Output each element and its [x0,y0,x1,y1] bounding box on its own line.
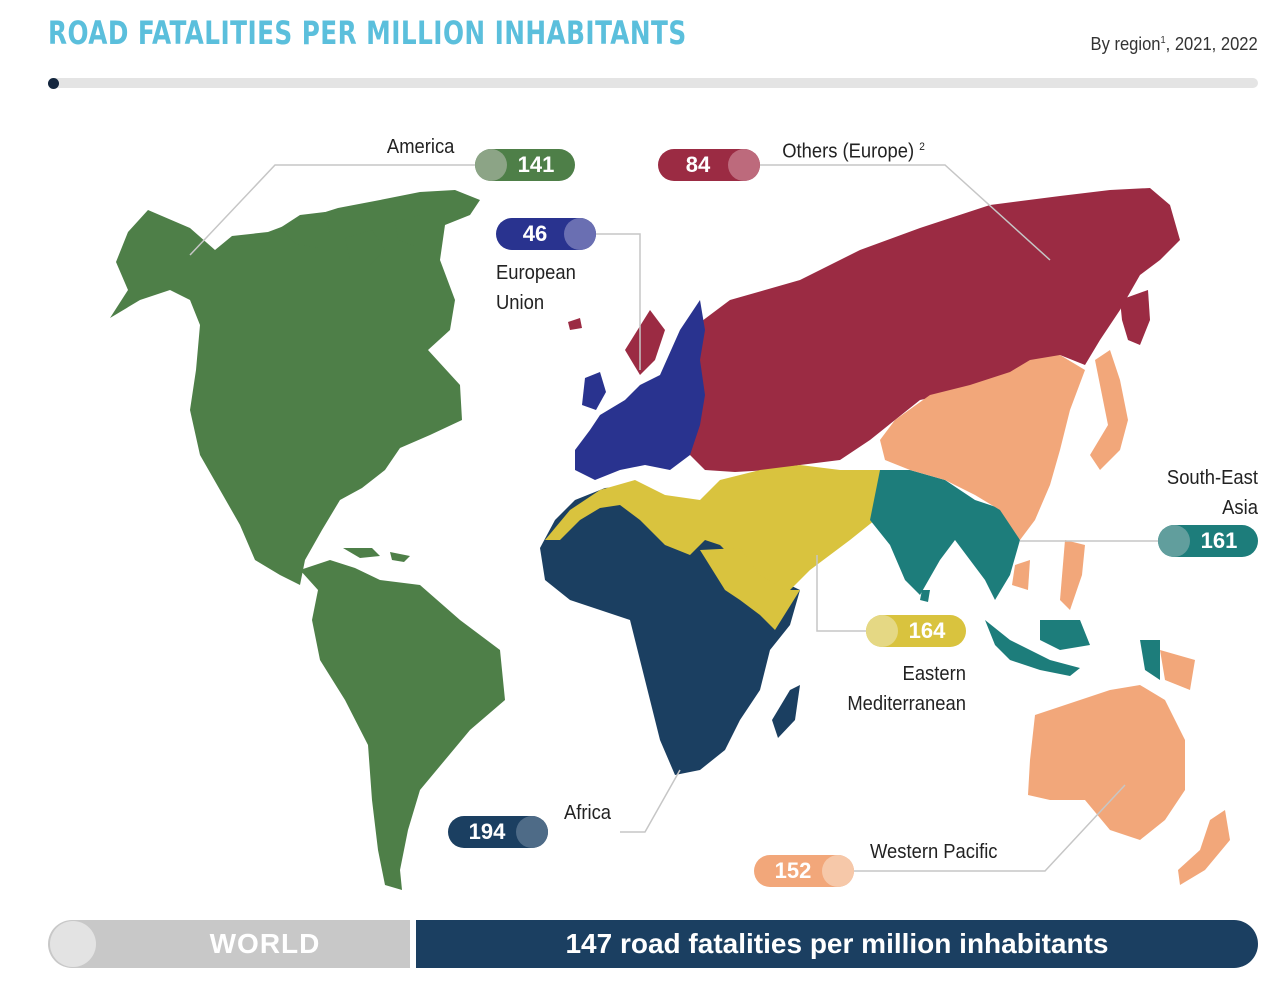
badge-others-europe: 84 [658,149,760,181]
region-america [110,190,505,890]
value-eu: 46 [522,221,548,246]
label-em-line1: Eastern [902,663,966,685]
badge-knob-sea [1158,525,1190,557]
badge-sea: 161 [1158,525,1258,557]
value-africa: 194 [468,819,506,844]
label-em: Eastern Mediterranean [847,659,966,719]
world-bar-left [48,920,410,968]
label-others-europe-text: Others (Europe) [782,140,915,163]
connector-wp [852,784,1126,872]
label-africa: Africa [564,802,612,824]
label-sea-line1: South-East [1166,467,1258,489]
badge-knob-africa [516,816,548,848]
label-sea-line2: Asia [1222,497,1258,519]
value-america: 141 [517,152,555,177]
badge-eu: 46 [496,218,596,250]
connector-america [189,164,475,256]
label-eu: European Union [496,258,576,318]
label-eu-line1: European [496,262,576,284]
value-em: 164 [908,618,946,643]
badge-wp: 152 [754,855,854,887]
label-eu-line2: Union [496,292,545,314]
label-others-europe-footnote: 2 [919,141,925,153]
connector-eu [596,233,641,370]
world-bar-knob [50,921,96,967]
badge-knob-wp [822,855,854,887]
value-others-europe: 84 [685,152,711,177]
region-western-pacific [880,350,1230,885]
region-eastern-mediterranean [545,465,890,630]
page-subtitle: By region1, 2021, 2022 [1091,34,1258,55]
badge-knob-others-europe [728,149,760,181]
value-wp: 152 [774,858,812,883]
connector-lines [189,164,1158,872]
label-wp: Western Pacific [870,841,998,863]
label-em-line2: Mediterranean [847,693,966,715]
world-summary: 147 road fatalities per million inhabita… [416,920,1258,968]
connector-others-europe [760,164,1051,261]
region-european-union [575,300,705,480]
subtitle-years: , 2021, 2022 [1165,34,1258,54]
connector-em [816,555,866,632]
label-sea: South-East Asia [1167,463,1258,523]
connector-africa [620,769,681,833]
region-south-east-asia [870,470,1160,680]
badge-america: 141 [475,149,575,181]
subtitle-text: By region [1090,34,1161,54]
value-sea: 161 [1200,528,1238,553]
subtitle-footnote: 1 [1160,35,1166,46]
page-title: ROAD FATALITIES PER MILLION INHABITANTS [48,14,687,52]
badge-knob-eu [564,218,596,250]
badge-knob-america [475,149,507,181]
badge-africa: 194 [448,816,548,848]
title-rule [48,78,1258,88]
badge-knob-em [866,615,898,647]
label-others-europe: Others (Europe) 2 [782,132,925,167]
badge-em: 164 [866,615,966,647]
title-rule-dot [48,78,59,89]
label-america: America [386,136,455,158]
world-label: WORLD [209,928,321,959]
